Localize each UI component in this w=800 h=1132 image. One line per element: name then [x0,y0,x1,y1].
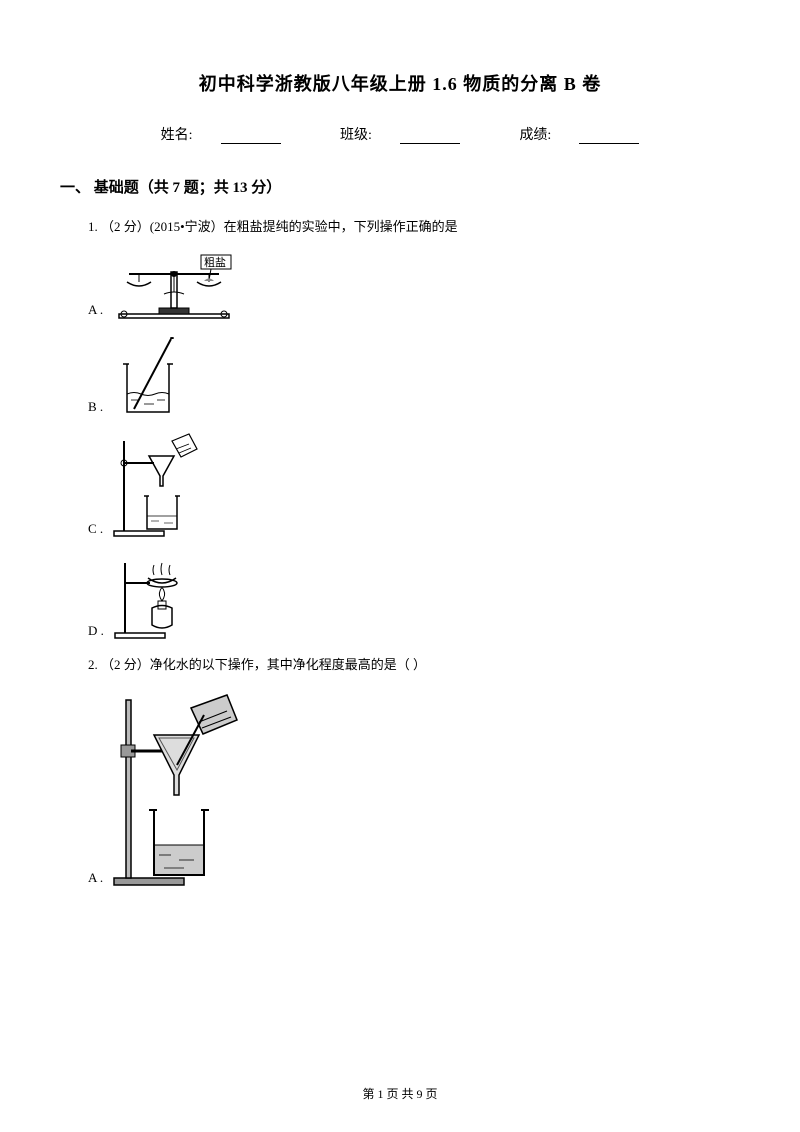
class-blank [400,128,460,144]
q2-option-a: A . [88,690,740,890]
option-a-label: A . [88,302,103,318]
question-2: 2. （2 分）净化水的以下操作，其中净化程度最高的是（ ） [88,655,740,676]
large-filtration-diagram [109,690,239,890]
page-title: 初中科学浙教版八年级上册 1.6 物质的分离 B 卷 [60,70,740,96]
name-blank [221,128,281,144]
q2-option-a-label: A . [88,870,103,886]
balance-scale-diagram: 粗盐 [109,252,239,322]
beaker-stir-diagram [109,334,189,419]
section-header: 一、 基础题（共 7 题；共 13 分） [60,176,740,197]
evaporation-diagram [110,553,210,643]
name-label: 姓名: [147,128,295,143]
page-container: 初中科学浙教版八年级上册 1.6 物质的分离 B 卷 姓名: 班级: 成绩: 一… [0,0,800,942]
question-1: 1. （2 分）(2015•宁波）在粗盐提纯的实验中，下列操作正确的是 [88,217,740,238]
score-blank [579,128,639,144]
option-b-label: B . [88,399,103,415]
option-d: D . [88,553,740,643]
option-b: B . [88,334,740,419]
option-c-label: C . [88,521,103,537]
info-line: 姓名: 班级: 成绩: [60,124,740,144]
class-label: 班级: [326,128,474,143]
option-a: A . 粗盐 [88,252,740,322]
score-label: 成绩: [505,128,653,143]
option-c: C . [88,431,740,541]
salt-label: 粗盐 [204,256,226,269]
filtration-diagram [109,431,209,541]
page-footer: 第 1 页 共 9 页 [0,1085,800,1102]
option-d-label: D . [88,623,104,639]
